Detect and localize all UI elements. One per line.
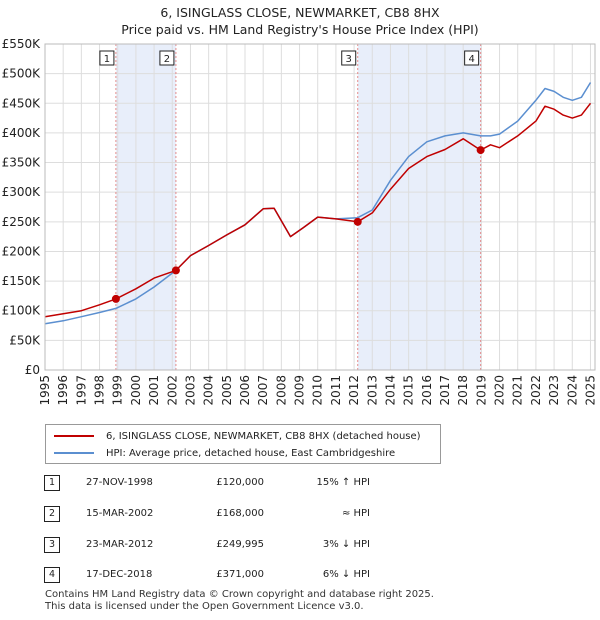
shaded-range — [357, 44, 481, 370]
x-tick-label: 2008 — [274, 375, 288, 406]
sale-row: 1 27-NOV-1998 £120,000 15% ↑ HPI — [0, 475, 600, 495]
x-tick-label: 2011 — [329, 375, 343, 406]
x-tick-label: 2013 — [365, 375, 379, 406]
x-tick-label: 2015 — [402, 375, 416, 406]
sale-label: 2 — [164, 54, 170, 65]
sale-date: 17-DEC-2018 — [86, 569, 153, 580]
y-tick-label: £300K — [2, 185, 42, 199]
y-tick-label: £450K — [2, 96, 42, 110]
y-tick-label: £500K — [2, 67, 42, 81]
hpi-line — [44, 82, 592, 325]
sale-hpi-comparison: 6% ↓ HPI — [322, 569, 370, 580]
x-tick-label: 1998 — [93, 375, 107, 406]
sale-number: 4 — [44, 567, 60, 583]
x-tick-label: 2018 — [456, 375, 470, 406]
sale-label: 1 — [104, 54, 110, 65]
sale-label-box — [99, 50, 115, 66]
sale-point — [476, 146, 485, 155]
sale-row: 4 17-DEC-2018 £371,000 6% ↓ HPI — [0, 567, 600, 587]
x-tick-label: 2005 — [220, 375, 234, 406]
legend-hpi-label: HPI: Average price, detached house, East… — [106, 447, 396, 459]
legend-property-swatch — [54, 435, 94, 437]
sale-number: 1 — [44, 475, 60, 491]
legend-hpi-swatch — [54, 452, 94, 454]
sale-row: 3 23-MAR-2012 £249,995 3% ↓ HPI — [0, 537, 600, 557]
x-tick-label: 2006 — [238, 375, 252, 406]
sale-point — [353, 217, 362, 226]
y-tick-label: £150K — [2, 274, 42, 288]
sale-label-box — [464, 50, 480, 66]
y-tick-label: £50K — [9, 333, 41, 347]
x-tick-label: 1995 — [38, 375, 52, 406]
sale-row: 2 15-MAR-2002 £168,000 ≈ HPI — [0, 506, 600, 526]
x-tick-label: 2002 — [165, 375, 179, 406]
sale-hpi-comparison: 15% ↑ HPI — [316, 477, 370, 488]
sale-date: 15-MAR-2002 — [86, 508, 154, 519]
x-tick-label: 2003 — [183, 375, 197, 406]
y-tick-label: £0 — [25, 363, 40, 377]
x-tick-label: 2010 — [311, 375, 325, 406]
property-price-line — [44, 102, 592, 318]
sale-hpi-comparison: 3% ↓ HPI — [322, 539, 370, 550]
x-tick-label: 2016 — [420, 375, 434, 406]
y-tick-label: £200K — [2, 244, 42, 258]
legend-item-property: 6, ISINGLASS CLOSE, NEWMARKET, CB8 8HX (… — [54, 429, 421, 443]
sale-price: £168,000 — [216, 508, 264, 519]
y-tick-label: £100K — [2, 304, 42, 318]
x-tick-label: 2017 — [438, 375, 452, 406]
sale-date: 23-MAR-2012 — [86, 539, 154, 550]
sale-number: 3 — [44, 537, 60, 553]
chart-title: 6, ISINGLASS CLOSE, NEWMARKET, CB8 8HX P… — [0, 4, 600, 38]
y-tick-label: £400K — [2, 126, 42, 140]
sale-price: £249,995 — [216, 539, 264, 550]
footer-licence: This data is licensed under the Open Gov… — [45, 601, 364, 612]
sale-price: £120,000 — [216, 477, 264, 488]
footer: Contains HM Land Registry data © Crown c… — [45, 589, 434, 613]
sale-date: 27-NOV-1998 — [86, 477, 153, 488]
x-tick-label: 2007 — [256, 375, 270, 406]
x-tick-label: 1997 — [74, 375, 88, 406]
x-tick-label: 2022 — [529, 375, 543, 406]
legend-property-label: 6, ISINGLASS CLOSE, NEWMARKET, CB8 8HX (… — [106, 430, 421, 442]
footer-copyright: Contains HM Land Registry data © Crown c… — [45, 589, 434, 600]
x-tick-label: 1999 — [111, 375, 125, 406]
x-tick-label: 1996 — [56, 375, 70, 406]
sale-point — [111, 294, 120, 303]
x-tick-label: 2024 — [565, 375, 579, 406]
x-tick-label: 2014 — [383, 375, 397, 406]
legend-item-hpi: HPI: Average price, detached house, East… — [54, 446, 395, 460]
x-tick-label: 2004 — [202, 375, 216, 406]
shaded-range — [115, 44, 176, 370]
y-tick-label: £550K — [2, 37, 42, 51]
x-tick-label: 2021 — [511, 375, 525, 406]
sale-number: 2 — [44, 506, 60, 522]
x-tick-label: 2023 — [547, 375, 561, 406]
y-tick-label: £250K — [2, 215, 42, 229]
sale-label-box — [341, 50, 357, 66]
sale-hpi-comparison: ≈ HPI — [341, 508, 370, 519]
sale-label: 4 — [468, 54, 474, 65]
legend: 6, ISINGLASS CLOSE, NEWMARKET, CB8 8HX (… — [45, 424, 441, 464]
chart-title-line-1: 6, ISINGLASS CLOSE, NEWMARKET, CB8 8HX — [160, 5, 440, 20]
sale-point — [171, 266, 180, 275]
plot-border — [44, 43, 596, 371]
price-chart: £0 £50K £100K £150K £200K £250K £300K £350K £400… — [2, 37, 598, 406]
x-tick-label: 2012 — [347, 375, 361, 406]
sale-price: £371,000 — [216, 569, 264, 580]
x-tick-label: 2025 — [583, 375, 597, 406]
x-tick-label: 2019 — [474, 375, 488, 406]
sale-label-box — [159, 50, 175, 66]
x-tick-label: 2020 — [493, 375, 507, 406]
chart-title-line-2: Price paid vs. HM Land Registry's House … — [121, 22, 479, 37]
x-tick-label: 2000 — [129, 375, 143, 406]
y-tick-label: £350K — [2, 156, 42, 170]
sale-label: 3 — [346, 54, 352, 65]
x-tick-label: 2001 — [147, 375, 161, 406]
x-tick-label: 2009 — [293, 375, 307, 406]
